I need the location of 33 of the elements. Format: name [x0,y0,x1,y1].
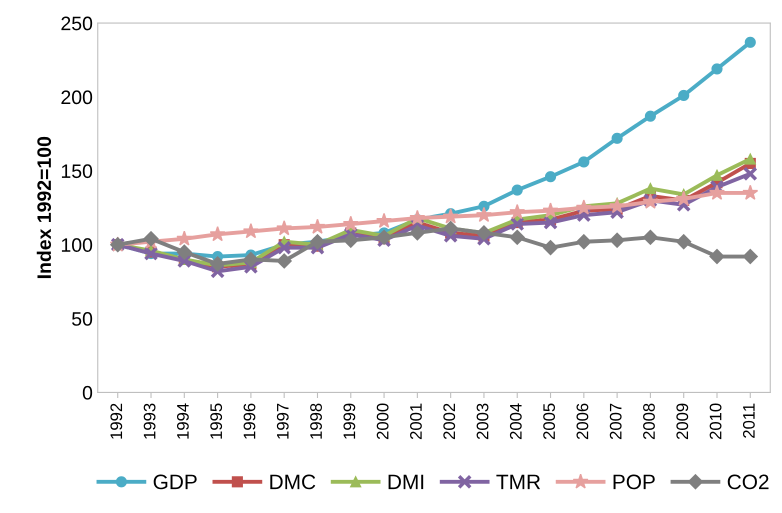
y-tick-label: 250 [61,16,92,30]
legend-label: CO2 [728,474,768,490]
x-tick-label: 2010 [710,404,722,440]
x-tick-label: 2007 [610,404,622,440]
x-tick-label: 2008 [643,404,655,440]
x-tick-label: 2000 [376,404,389,440]
x-tick-label: 2009 [676,404,688,440]
x-tick-label: 1996 [244,404,256,439]
x-tick-label: 2006 [576,404,588,440]
x-tick-label: 1999 [343,404,356,439]
x-tick-label: 2011 [742,404,755,438]
y-tick-label: 150 [62,164,92,178]
legend-label: GDP [154,474,197,490]
y-tick-label: 200 [61,90,92,104]
x-tick-label: 1994 [176,403,189,439]
x-tick-label: 1993 [144,404,156,439]
legend-label: DMI [388,474,424,490]
legend-label: DMC [270,474,316,490]
x-tick-label: 1998 [310,404,322,439]
x-tick-label: 2001 [410,404,422,440]
x-tick-label: 2003 [476,404,488,440]
x-tick-label: 2004 [510,403,522,440]
x-tick-label: 2002 [443,404,456,440]
y-tick-label: 0 [82,386,92,400]
legend-label: TMR [496,474,540,490]
y-tick-label: 100 [62,238,92,252]
x-tick-label: 1995 [210,404,222,439]
x-tick-label: 2005 [543,404,556,440]
legend-label: POP [614,474,655,490]
x-tick-label: 1997 [276,404,289,439]
y-tick-label: 50 [72,312,92,326]
y-axis-title: Index 1992=100 [36,136,52,278]
x-tick-label: 1992 [110,404,122,439]
